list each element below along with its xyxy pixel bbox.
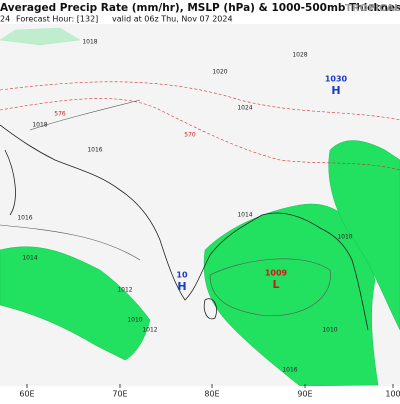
thickness-lines xyxy=(0,81,400,171)
contour-label: 1016 xyxy=(87,147,102,154)
lon-label: 80E xyxy=(204,390,219,399)
contour-label: 1016 xyxy=(282,367,297,374)
contour-label: 1018 xyxy=(82,39,97,46)
center-symbol: H xyxy=(177,280,186,293)
lon-label: 90E xyxy=(297,390,312,399)
center-symbol: H xyxy=(331,84,340,97)
contour-label: 570 xyxy=(184,132,196,139)
contour-label: 576 xyxy=(54,111,66,118)
coastlines xyxy=(0,124,369,331)
valid-time: valid at 06z Thu, Nov 07 2024 xyxy=(112,15,233,24)
contour-label: 1016 xyxy=(17,215,32,222)
title: Averaged Precip Rate (mm/hr), MSLP (hPa)… xyxy=(0,2,400,14)
center-value: 1009 xyxy=(265,269,288,278)
contour-label: 1012 xyxy=(117,287,132,294)
isobars xyxy=(0,99,331,317)
brand: TROPICAL xyxy=(345,3,400,14)
contour-label: 1014 xyxy=(237,212,252,219)
lon-label: 100 xyxy=(385,390,400,399)
axis-strip xyxy=(0,386,400,400)
center-symbol: L xyxy=(272,278,279,291)
contour-label: 1024 xyxy=(237,105,252,112)
contour-label: 1012 xyxy=(142,327,157,334)
precip-areas xyxy=(0,27,400,387)
forecast-hour: Forecast Hour: [132] xyxy=(16,15,98,24)
contour-label: 1014 xyxy=(22,255,37,262)
contour-label: 1010 xyxy=(127,317,142,324)
contour-label: 1018 xyxy=(32,122,47,129)
center-value: 10 xyxy=(176,271,188,280)
center-value: 1030 xyxy=(325,75,348,84)
lon-label: 60E xyxy=(19,390,34,399)
contour-label: 1020 xyxy=(212,69,227,76)
contour-label: 1028 xyxy=(292,52,307,59)
run: 24 xyxy=(0,15,10,24)
contour-label: 1010 xyxy=(337,234,352,241)
header-strip xyxy=(0,0,400,24)
contour-label: 1010 xyxy=(322,327,337,334)
lon-label: 70E xyxy=(112,390,127,399)
